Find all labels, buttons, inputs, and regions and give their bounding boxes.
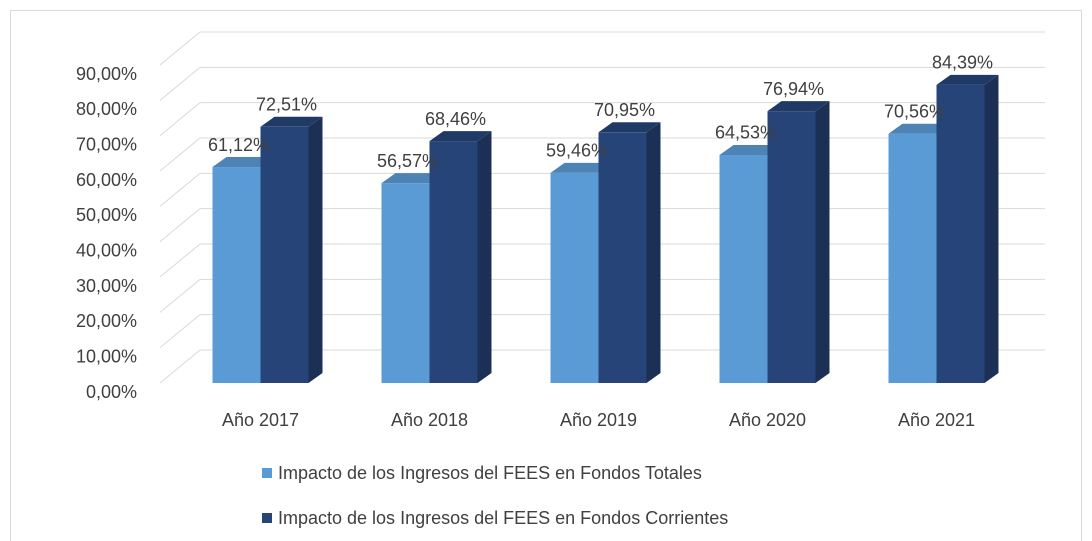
bar	[936, 84, 985, 384]
x-tick-label: Año 2020	[729, 410, 806, 430]
x-tick-label: Año 2019	[560, 410, 637, 430]
data-label: 61,12%	[208, 135, 269, 155]
bar	[212, 167, 261, 383]
grid-diagonal	[159, 314, 201, 349]
y-tick-label: 60,00%	[76, 170, 137, 190]
data-label: 68,46%	[425, 109, 486, 129]
x-tick-label: Año 2017	[222, 410, 299, 430]
y-tick-label: 80,00%	[76, 99, 137, 119]
bar-top	[550, 162, 613, 173]
bar-side	[984, 74, 999, 384]
grid-diagonal	[159, 349, 201, 384]
x-tick-label: Año 2021	[898, 410, 975, 430]
bar	[260, 126, 309, 383]
grid-diagonal	[159, 66, 201, 101]
grid-diagonal	[159, 31, 201, 66]
bar	[550, 172, 599, 383]
bar	[429, 141, 478, 383]
bar-top	[381, 173, 444, 184]
grid-diagonal	[159, 172, 201, 207]
grid-diagonal	[159, 243, 201, 278]
bar	[381, 183, 430, 383]
data-label: 70,95%	[594, 100, 655, 120]
y-tick-label: 0,00%	[86, 382, 137, 402]
bar-side	[646, 122, 661, 383]
bar-top	[719, 144, 782, 155]
bar	[598, 132, 647, 383]
grid-diagonal	[159, 137, 201, 172]
y-tick-label: 90,00%	[76, 64, 137, 84]
bar-side	[477, 131, 492, 383]
y-tick-label: 70,00%	[76, 134, 137, 154]
bar-top	[598, 122, 661, 133]
data-label: 64,53%	[715, 123, 776, 143]
bar-top	[936, 74, 999, 85]
y-tick-label: 10,00%	[76, 346, 137, 366]
y-tick-label: 40,00%	[76, 240, 137, 260]
y-tick-label: 20,00%	[76, 311, 137, 331]
bar-top	[429, 131, 492, 142]
bar-top	[767, 101, 830, 112]
y-tick-label: 50,00%	[76, 205, 137, 225]
bar	[719, 154, 768, 383]
legend-swatch	[262, 468, 272, 478]
bar-top	[212, 157, 275, 168]
data-label: 72,51%	[256, 95, 317, 115]
data-label: 84,39%	[932, 53, 993, 73]
data-label: 59,46%	[546, 141, 607, 161]
bar	[888, 133, 937, 383]
y-tick-label: 30,00%	[76, 276, 137, 296]
bar-side	[308, 116, 323, 383]
grid-diagonal	[159, 278, 201, 313]
legend-label: Impacto de los Ingresos del FEES en Fond…	[278, 508, 728, 528]
chart-frame	[10, 10, 1082, 541]
grid-diagonal	[159, 208, 201, 243]
data-label: 56,57%	[377, 151, 438, 171]
data-label: 76,94%	[763, 79, 824, 99]
bar	[767, 111, 816, 384]
legend-label: Impacto de los Ingresos del FEES en Fond…	[278, 463, 702, 483]
bar-top	[888, 123, 951, 134]
data-label: 70,56%	[884, 101, 945, 121]
legend-swatch	[262, 513, 272, 523]
bar-side	[815, 101, 830, 384]
bar-top	[260, 116, 323, 127]
grid-diagonal	[159, 102, 201, 137]
x-tick-label: Año 2018	[391, 410, 468, 430]
